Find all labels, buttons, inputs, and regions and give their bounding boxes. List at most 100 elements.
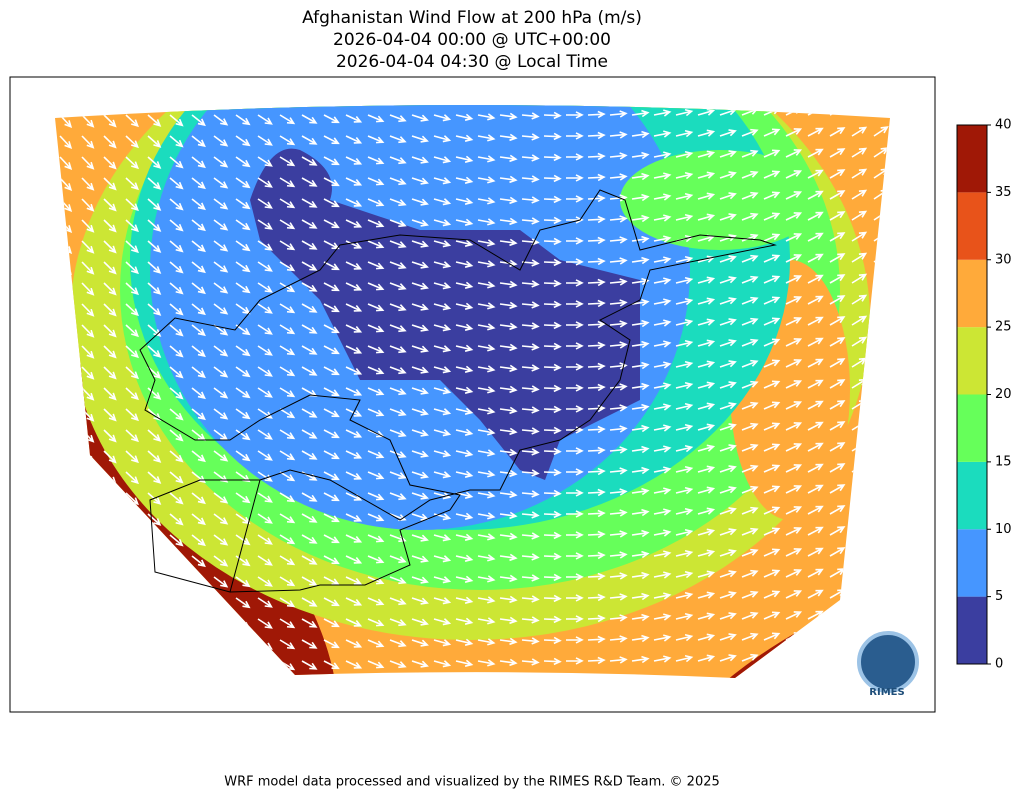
wind-arrow	[433, 408, 452, 416]
colorbar-band	[957, 125, 987, 193]
wind-arrow	[477, 407, 496, 415]
wind-arrow	[279, 471, 296, 482]
wind-arrow	[565, 615, 584, 623]
wind-arrow	[433, 261, 452, 269]
wind-arrow	[279, 261, 296, 272]
wind-arrow	[433, 240, 452, 248]
wind-arrow	[81, 135, 95, 149]
wind-arrow	[609, 467, 628, 475]
wind-arrow	[213, 261, 229, 273]
wind-arrow	[697, 339, 716, 347]
wind-arrow	[257, 156, 273, 167]
wind-arrow	[103, 555, 117, 569]
wind-arrow	[59, 324, 73, 339]
wind-arrow	[323, 366, 340, 376]
wind-arrow	[169, 345, 184, 358]
wind-arrow	[631, 655, 650, 664]
wind-arrow	[631, 319, 650, 328]
wind-arrow	[851, 252, 868, 263]
wind-arrow	[851, 294, 868, 305]
wind-arrow	[455, 449, 474, 457]
wind-arrow	[279, 114, 296, 125]
wind-arrow	[697, 465, 716, 473]
wind-arrow	[807, 442, 824, 452]
wind-arrow	[653, 214, 672, 222]
colorbar-tick-label: 5	[995, 589, 1003, 604]
wind-arrow	[521, 427, 540, 435]
wind-arrow	[763, 569, 781, 578]
wind-arrow	[587, 383, 606, 392]
wind-arrow	[873, 336, 889, 347]
colorbar-tick-label: 15	[995, 454, 1012, 469]
wind-arrow	[345, 513, 363, 522]
wind-arrow	[433, 597, 452, 605]
wind-arrow	[125, 555, 139, 569]
wind-arrow	[873, 504, 889, 515]
wind-arrow	[587, 425, 606, 434]
wind-arrow	[345, 429, 363, 438]
wind-arrow	[697, 402, 716, 410]
wind-arrow	[81, 345, 95, 359]
wind-arrow	[829, 211, 846, 221]
wind-arrow	[433, 429, 452, 437]
wind-arrow	[59, 618, 73, 633]
wind-arrow	[587, 110, 606, 119]
wind-arrow	[367, 618, 385, 627]
wind-arrow	[653, 130, 672, 138]
wind-arrow	[191, 387, 206, 400]
wind-arrow	[147, 345, 162, 358]
wind-arrow	[103, 324, 117, 338]
wind-arrow	[587, 278, 606, 287]
wind-arrow	[807, 547, 824, 557]
wind-arrow	[829, 253, 846, 263]
colorbar-band	[957, 259, 987, 328]
wind-arrow	[389, 597, 407, 606]
wind-arrow	[169, 639, 184, 652]
wind-arrow	[433, 555, 452, 563]
wind-arrow	[213, 618, 229, 630]
wind-arrow	[301, 660, 318, 670]
wind-arrow	[521, 343, 540, 351]
wind-arrow	[653, 550, 672, 558]
wind-arrow	[873, 588, 889, 599]
wind-arrow	[455, 386, 474, 394]
wind-arrow	[499, 322, 518, 331]
wind-arrow	[499, 301, 518, 310]
wind-arrow	[521, 616, 540, 624]
wind-arrow	[323, 387, 340, 397]
wind-arrow	[191, 660, 206, 673]
wind-arrow	[433, 450, 452, 458]
wind-arrow	[235, 114, 251, 126]
wind-arrow	[125, 219, 139, 233]
wind-arrow	[829, 358, 846, 368]
wind-arrow	[191, 114, 206, 127]
wind-arrow	[279, 303, 296, 314]
wind-arrow	[521, 574, 540, 582]
wind-arrow	[785, 212, 803, 221]
wind-arrow	[389, 555, 407, 564]
wind-arrow	[235, 198, 251, 210]
wind-arrow	[59, 639, 73, 654]
wind-arrow	[499, 280, 518, 289]
wind-arrow	[807, 526, 824, 536]
wind-arrow	[807, 379, 824, 389]
wind-arrow	[719, 192, 737, 200]
wind-arrow	[411, 324, 429, 332]
title-line: 2026-04-04 00:00 @ UTC+00:00	[333, 30, 611, 50]
wind-arrow	[125, 534, 139, 548]
wind-arrow	[565, 258, 584, 266]
wind-arrow	[543, 132, 562, 141]
wind-arrow	[59, 555, 73, 570]
wind-arrow	[477, 575, 496, 583]
wind-arrow	[411, 303, 429, 311]
wind-arrow	[741, 191, 759, 200]
wind-arrow	[411, 471, 429, 479]
wind-arrow	[279, 534, 296, 545]
wind-arrow	[367, 345, 385, 354]
wind-arrow	[59, 513, 73, 528]
wind-arrow	[521, 532, 540, 540]
colorbar-band	[957, 394, 987, 462]
wind-arrow	[697, 570, 716, 578]
wind-arrow	[301, 618, 318, 628]
wind-arrow	[301, 156, 318, 166]
